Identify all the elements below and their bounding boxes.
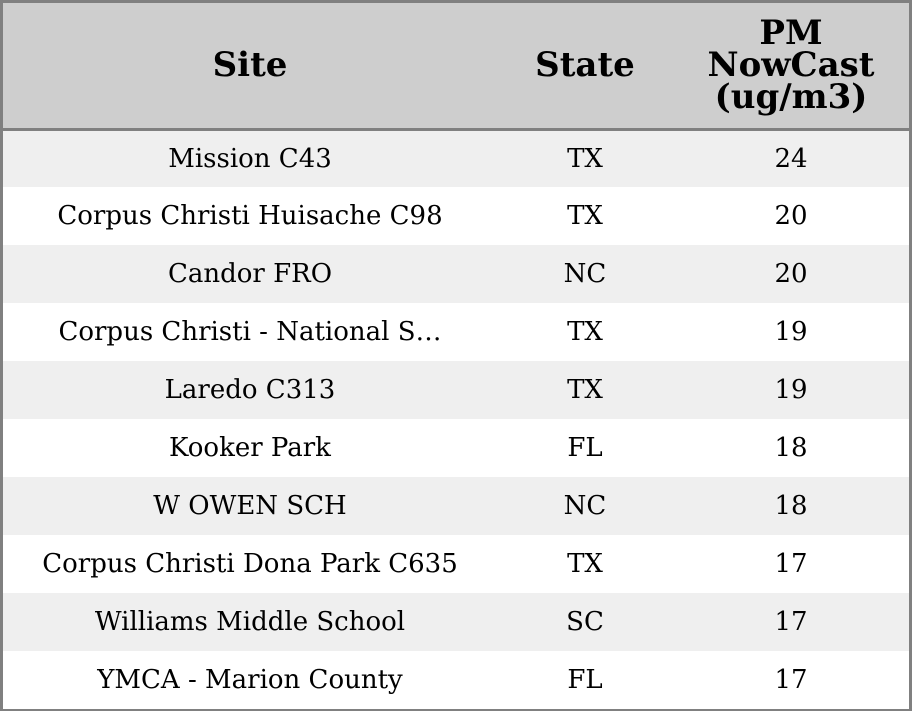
- table-row: Candor FRO NC 20: [3, 245, 909, 303]
- header-pm-line-1: PM: [759, 13, 823, 54]
- table-row: Laredo C313 TX 19: [3, 361, 909, 419]
- header-pm-line-2: NowCast: [707, 45, 875, 86]
- cell-state: SC: [566, 607, 604, 637]
- cell-pm: 19: [774, 375, 808, 405]
- cell-pm: 17: [774, 549, 808, 579]
- header-state[interactable]: State: [497, 3, 673, 131]
- header-site[interactable]: Site: [3, 3, 497, 131]
- cell-state: TX: [567, 143, 603, 174]
- cell-site: Williams Middle School: [94, 607, 406, 637]
- cell-state: TX: [567, 375, 603, 405]
- cell-state: TX: [567, 317, 603, 347]
- cell-state: TX: [567, 201, 603, 231]
- cell-site: W OWEN SCH: [153, 491, 347, 521]
- table-row: Williams Middle School SC 17: [3, 593, 909, 651]
- cell-pm: 17: [774, 665, 808, 695]
- cell-site: Corpus Christi Huisache C98: [57, 201, 443, 231]
- table-body: Mission C43 TX 24 Corpus Christi Huisach…: [3, 129, 909, 709]
- cell-pm: 17: [774, 607, 808, 637]
- cell-site: Candor FRO: [167, 259, 333, 289]
- cell-site: Corpus Christi - National S…: [58, 317, 442, 347]
- cell-state: FL: [567, 665, 603, 695]
- table-row: YMCA - Marion County FL 17: [3, 651, 909, 709]
- cell-state: NC: [563, 259, 607, 289]
- table-row: Corpus Christi Dona Park C635 TX 17: [3, 535, 909, 593]
- cell-pm: 20: [774, 201, 808, 231]
- pm-nowcast-table: Site State PM NowCast (ug/m3) Mission C4…: [3, 3, 909, 709]
- cell-state: NC: [563, 491, 607, 521]
- cell-site: YMCA - Marion County: [97, 665, 403, 695]
- cell-site: Laredo C313: [164, 375, 336, 405]
- header-pm-nowcast[interactable]: PM NowCast (ug/m3): [673, 3, 909, 131]
- cell-pm: 19: [774, 317, 808, 347]
- table-row: Kooker Park FL 18: [3, 419, 909, 477]
- cell-state: FL: [567, 433, 603, 463]
- cell-site: Mission C43: [168, 143, 332, 174]
- table-header: Site State PM NowCast (ug/m3): [3, 3, 909, 131]
- cell-pm: 20: [774, 259, 808, 289]
- table-row: Mission C43 TX 24: [3, 129, 909, 187]
- header-row: Site State PM NowCast (ug/m3): [3, 3, 909, 131]
- cell-pm: 24: [774, 143, 808, 174]
- cell-pm: 18: [774, 491, 808, 521]
- cell-site: Corpus Christi Dona Park C635: [42, 549, 458, 579]
- table-row: W OWEN SCH NC 18: [3, 477, 909, 535]
- cell-pm: 18: [774, 433, 808, 463]
- cell-site: Kooker Park: [169, 433, 331, 463]
- table-row: Corpus Christi Huisache C98 TX 20: [3, 187, 909, 245]
- header-pm-line-3: (ug/m3): [714, 77, 868, 118]
- cell-state: TX: [567, 549, 603, 579]
- table-row: Corpus Christi - National S… TX 19: [3, 303, 909, 361]
